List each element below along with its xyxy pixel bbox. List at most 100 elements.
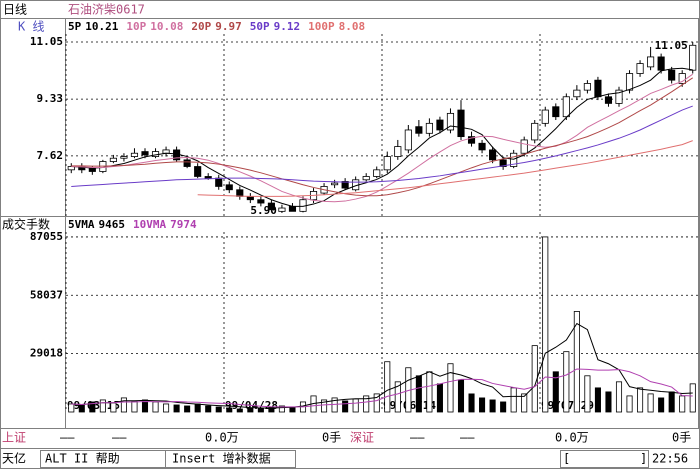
ma-line — [71, 322, 693, 409]
volume-bar — [173, 404, 180, 413]
legend-value: 8.08 — [339, 20, 366, 33]
volume-bar — [342, 400, 349, 413]
volume-bar — [352, 398, 359, 413]
volume-bar — [68, 403, 75, 413]
candle-body — [615, 89, 623, 104]
volume-bar — [110, 402, 117, 413]
volume-bar — [131, 400, 138, 413]
candle-body — [552, 106, 560, 118]
index-field: 0.0万 — [555, 431, 589, 445]
volume-bar — [626, 395, 633, 413]
volume-bar — [384, 361, 391, 413]
volume-title: 成交手数 — [2, 217, 50, 232]
candle-body — [215, 177, 223, 187]
volume-bar — [447, 363, 454, 413]
legend-value: 7974 — [170, 218, 197, 231]
status-item: ] — [640, 452, 647, 466]
stock-name: 石油济柴0617 — [68, 2, 145, 17]
y-tick-label: 9.33 — [37, 92, 64, 105]
candle-body — [341, 181, 349, 189]
candle-body — [141, 151, 149, 156]
volume-bar — [363, 395, 370, 413]
candle-body — [510, 152, 518, 167]
candle-body — [257, 199, 265, 204]
index-field: —— — [410, 431, 425, 445]
ma-line — [197, 140, 693, 197]
candle-body — [583, 83, 591, 91]
candle-body — [267, 202, 275, 211]
candle-body — [689, 44, 697, 71]
volume-bar — [205, 405, 212, 413]
volume-bar — [394, 381, 401, 413]
status-cell — [165, 450, 296, 468]
volume-bar — [278, 405, 285, 413]
volume-bar — [594, 387, 601, 413]
candle-body — [183, 159, 191, 167]
index-field: —— — [60, 431, 75, 445]
status-item: 天亿 — [2, 451, 26, 466]
ma-line — [71, 67, 693, 207]
volume-bar — [120, 397, 127, 413]
status-item: 22:56 — [652, 452, 688, 466]
candle-body — [604, 96, 613, 104]
candle-body — [678, 73, 686, 84]
volume-bar — [99, 399, 106, 413]
volume-bar — [426, 371, 433, 413]
volume-bar — [489, 399, 496, 413]
candle-body — [120, 156, 128, 159]
legend-name: 100P — [308, 20, 335, 33]
y-tick-label: 7.62 — [37, 149, 64, 162]
low-label: 5.90 — [250, 204, 277, 217]
candle-body — [373, 169, 381, 177]
candle-body — [130, 152, 139, 157]
y-tick-label: 29018 — [30, 347, 63, 360]
high-label: 11.05 — [655, 39, 688, 52]
legend-name: 10P — [126, 20, 146, 33]
volume-bar — [605, 391, 612, 413]
legend-value: 10.21 — [85, 20, 118, 33]
period-label: 日线 — [3, 3, 27, 17]
candle-body — [457, 109, 465, 138]
candle-body — [67, 166, 75, 171]
candle-body — [425, 122, 433, 134]
volume-bar — [436, 383, 443, 413]
volume-bar — [457, 379, 465, 413]
legend-name: 20P — [191, 20, 211, 33]
volume-bar — [89, 401, 96, 413]
candle-body — [278, 207, 286, 212]
status-item: [ — [563, 452, 570, 466]
candle-body — [436, 119, 444, 131]
index-field: —— — [112, 431, 127, 445]
volume-bar — [584, 375, 591, 413]
volume-bar — [637, 387, 644, 413]
volume-bar — [573, 311, 580, 413]
volume-bar — [542, 236, 549, 413]
volume-bar — [226, 407, 233, 413]
volume-bar — [373, 393, 380, 413]
volume-bar — [658, 397, 665, 413]
volume-bar — [215, 406, 222, 413]
volume-bar — [563, 351, 570, 413]
candle-body — [573, 89, 581, 98]
volume-bar — [236, 408, 243, 413]
ma-line — [71, 73, 694, 203]
volume-bar — [479, 397, 486, 413]
legend-value: 9.12 — [274, 20, 301, 33]
volume-bar — [668, 391, 675, 413]
volume-bar — [689, 383, 696, 413]
volume-bar — [500, 401, 507, 413]
volume-bar — [184, 405, 191, 413]
volume-bar — [615, 381, 623, 413]
candle-body — [489, 149, 497, 161]
legend-value: 9465 — [99, 218, 126, 231]
volume-bar — [679, 395, 686, 413]
index-field: 0手 — [322, 431, 341, 445]
status-item: Insert 增补数据 — [172, 451, 271, 466]
candle-body — [362, 176, 370, 181]
candle-body — [520, 139, 528, 154]
volume-bar — [647, 393, 654, 413]
legend-name: 10VMA — [133, 218, 166, 231]
volume-bar — [247, 407, 254, 413]
candle-body — [531, 122, 539, 141]
